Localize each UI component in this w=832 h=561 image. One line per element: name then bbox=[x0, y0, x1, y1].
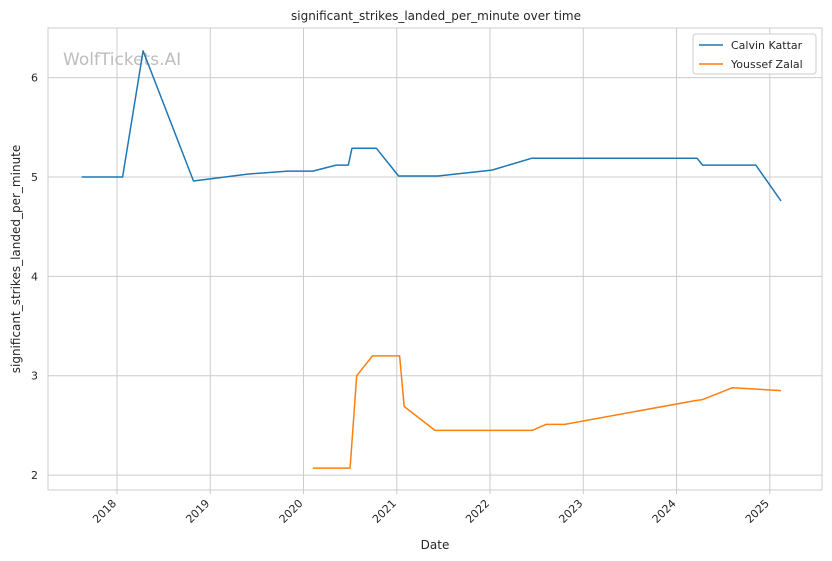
x-tick-label: 2020 bbox=[277, 497, 306, 526]
x-tick-label: 2021 bbox=[370, 497, 399, 526]
y-axis: 2 3 4 5 6 bbox=[31, 72, 38, 482]
x-tick-label: 2023 bbox=[556, 497, 585, 526]
plot-area: WolfTickets.AI bbox=[47, 27, 823, 491]
y-axis-label: significant_strikes_landed_per_minute bbox=[9, 145, 23, 374]
watermark: WolfTickets.AI bbox=[63, 50, 181, 70]
legend: Calvin Kattar Youssef Zalal bbox=[692, 33, 817, 75]
x-tick-label: 2022 bbox=[463, 497, 492, 526]
legend-label-calvin-kattar: Calvin Kattar bbox=[731, 39, 803, 52]
y-tick-label: 6 bbox=[31, 72, 38, 85]
grid bbox=[48, 28, 822, 490]
x-tick-label: 2024 bbox=[650, 497, 679, 526]
x-axis-label: Date bbox=[421, 538, 450, 552]
legend-label-youssef-zalal: Youssef Zalal bbox=[730, 58, 803, 71]
y-tick-label: 2 bbox=[31, 469, 38, 482]
plot-frame bbox=[47, 27, 823, 491]
y-tick-label: 5 bbox=[31, 171, 38, 184]
x-tick-label: 2019 bbox=[183, 497, 212, 526]
series-line-calvin-kattar bbox=[81, 50, 782, 202]
x-axis: 2018 2019 2020 2021 2022 2023 2024 2025 bbox=[90, 490, 772, 526]
x-tick-label: 2018 bbox=[90, 497, 119, 526]
series-line-youssef-zalal bbox=[312, 355, 782, 469]
y-tick-label: 4 bbox=[31, 270, 38, 283]
legend-box bbox=[692, 33, 817, 75]
y-tick-label: 3 bbox=[31, 370, 38, 383]
series-layer bbox=[81, 50, 782, 469]
x-tick-label: 2025 bbox=[743, 497, 772, 526]
plot-background bbox=[48, 28, 822, 490]
chart-title: significant_strikes_landed_per_minute ov… bbox=[291, 9, 581, 23]
